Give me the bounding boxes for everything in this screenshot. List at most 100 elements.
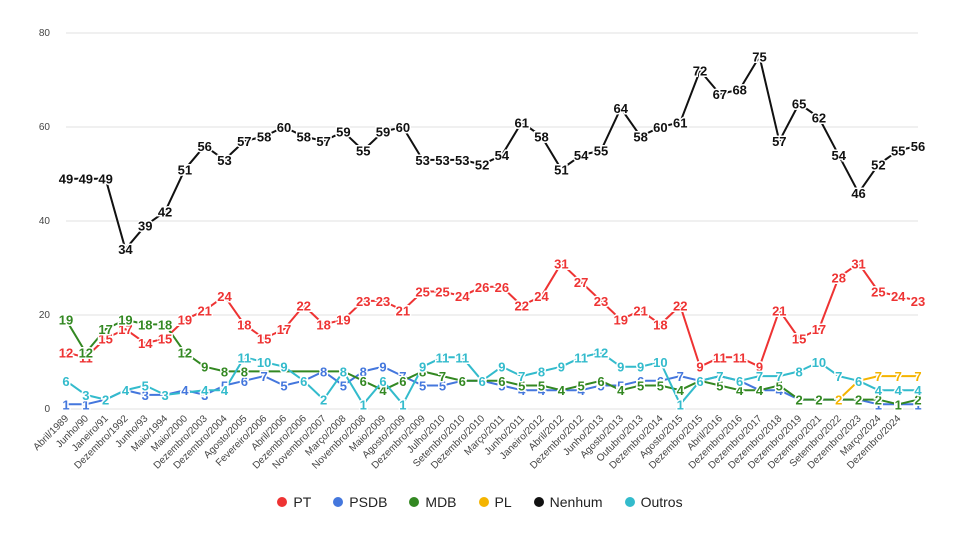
data-label: 7	[399, 369, 406, 384]
data-label: 17	[812, 322, 826, 337]
data-label: 6	[360, 374, 367, 389]
legend-item-pl[interactable]: PL	[478, 494, 512, 510]
data-label: 67	[713, 87, 727, 102]
data-label: 21	[633, 303, 647, 318]
data-label: 10	[257, 355, 271, 370]
data-label: 5	[597, 379, 604, 394]
data-label: 7	[875, 369, 882, 384]
data-label: 4	[518, 383, 526, 398]
data-label: 5	[716, 379, 723, 394]
data-label: 24	[891, 289, 906, 304]
data-label: 54	[574, 148, 589, 163]
data-label: 19	[336, 313, 350, 328]
data-label: 7	[716, 369, 723, 384]
data-label: 28	[832, 270, 846, 285]
data-label: 9	[419, 360, 426, 375]
data-label: 18	[237, 317, 251, 332]
data-label: 53	[217, 153, 231, 168]
data-label: 60	[396, 120, 410, 135]
data-label: 6	[478, 374, 485, 389]
data-label: 55	[356, 144, 370, 159]
data-label: 49	[79, 172, 93, 187]
data-label: 7	[677, 369, 684, 384]
data-label: 7	[518, 369, 525, 384]
data-label: 75	[752, 50, 766, 65]
data-label: 61	[673, 115, 687, 130]
data-label: 6	[696, 374, 703, 389]
data-label: 6	[855, 374, 862, 389]
data-label: 11	[713, 350, 727, 365]
legend-item-nenhum[interactable]: Nenhum	[533, 494, 603, 510]
data-label: 5	[280, 379, 287, 394]
data-label: 1	[895, 397, 902, 412]
data-label: 4	[895, 383, 903, 398]
legend-item-pt[interactable]: PT	[277, 494, 311, 510]
data-label: 3	[161, 388, 168, 403]
data-label: 8	[419, 364, 426, 379]
data-label: 18	[653, 317, 667, 332]
data-label: 2	[835, 393, 842, 408]
data-label: 4	[756, 383, 764, 398]
data-label: 21	[197, 303, 211, 318]
data-label: 58	[297, 129, 311, 144]
data-label: 22	[673, 299, 687, 314]
data-label: 1	[914, 397, 921, 412]
legend-dot-icon	[409, 497, 420, 507]
data-label: 6	[62, 374, 69, 389]
data-label: 23	[356, 294, 370, 309]
data-label: 5	[657, 379, 664, 394]
legend-item-mdb[interactable]: MDB	[409, 494, 457, 510]
data-label: 4	[736, 383, 744, 398]
grid-layer	[66, 32, 918, 410]
data-label: 8	[340, 364, 347, 379]
data-label: 51	[554, 162, 568, 177]
data-label: 18	[158, 317, 172, 332]
data-label: 9	[617, 360, 624, 375]
series-line-pt	[65, 262, 919, 368]
data-label: 23	[911, 294, 925, 309]
data-label: 57	[237, 134, 251, 149]
data-label: 49	[98, 172, 112, 187]
data-label: 55	[891, 144, 905, 159]
legend-item-outros[interactable]: Outros	[624, 494, 683, 510]
data-label: 23	[376, 294, 390, 309]
data-label: 58	[633, 129, 647, 144]
data-label: 1	[360, 397, 367, 412]
data-label: 5	[439, 379, 446, 394]
data-label: 9	[558, 360, 565, 375]
data-label: 68	[732, 82, 746, 97]
data-label: 53	[415, 153, 429, 168]
data-label: 9	[637, 360, 644, 375]
data-label: 18	[138, 317, 152, 332]
data-label: 10	[653, 355, 667, 370]
data-label: 19	[178, 313, 192, 328]
data-label: 5	[518, 379, 525, 394]
data-label: 8	[340, 364, 347, 379]
data-label: 21	[396, 303, 410, 318]
data-label: 56	[197, 139, 211, 154]
data-label: 4	[122, 383, 130, 398]
data-label: 58	[534, 129, 548, 144]
data-label: 24	[455, 289, 470, 304]
data-label: 34	[118, 242, 133, 257]
data-label: 51	[178, 162, 192, 177]
legend-item-psdb[interactable]: PSDB	[333, 494, 387, 510]
data-label: 9	[379, 360, 386, 375]
series-line-nenhum	[66, 55, 919, 251]
y-tick-label: 40	[39, 216, 51, 227]
legend-label: PT	[293, 494, 312, 510]
data-label: 54	[495, 148, 510, 163]
data-label: 27	[574, 275, 588, 290]
y-tick-label: 80	[39, 28, 51, 39]
data-label: 1	[875, 397, 882, 412]
data-label: 7	[439, 369, 446, 384]
data-label: 60	[653, 120, 667, 135]
legend-label: PL	[494, 494, 512, 510]
series-line-outros	[65, 351, 918, 406]
data-label: 12	[178, 346, 192, 361]
data-label: 6	[300, 374, 307, 389]
data-label: 11	[79, 350, 93, 365]
data-label: 5	[637, 379, 644, 394]
data-label: 2	[855, 393, 862, 408]
data-label: 4	[776, 383, 784, 398]
